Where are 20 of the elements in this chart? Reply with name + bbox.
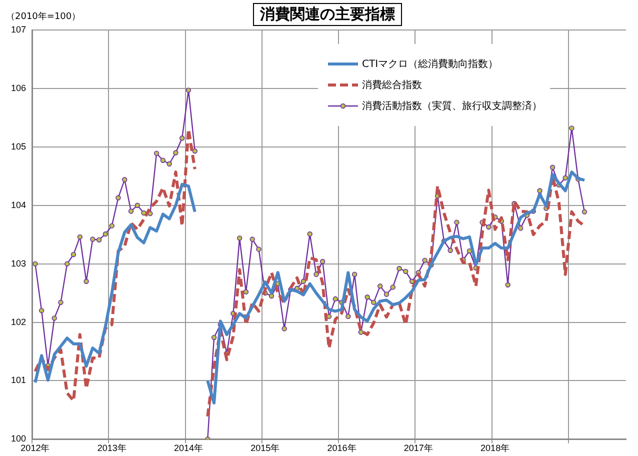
y-tick-label: 107 (10, 24, 26, 34)
y-tick-label: 106 (10, 82, 26, 93)
x-tick-label: 2016年 (327, 443, 356, 454)
legend-label: 消費活動指数（実質、旅行収支調整済） (362, 100, 542, 113)
x-tick-label: 2015年 (250, 443, 280, 454)
y-axis-title: （2010年=100） (6, 10, 81, 23)
legend-label: CTIマクロ（総消費動向指数） (362, 58, 498, 71)
x-tick-label: 2013年 (97, 443, 126, 454)
x-tick-label: 2018年 (480, 443, 510, 454)
legend-label: 消費総合指数 (362, 78, 422, 92)
x-tick-label: 2012年 (20, 443, 50, 454)
y-tick-label: 105 (10, 141, 26, 152)
chart-title: 消費関連の主要指標 (253, 3, 402, 26)
y-tick-label: 101 (10, 375, 26, 386)
x-tick-label: 2017年 (404, 443, 433, 454)
y-tick-label: 100 (10, 434, 26, 444)
y-tick-label: 104 (10, 200, 26, 210)
x-tick-label: 2014年 (174, 443, 203, 454)
y-tick-label: 103 (10, 258, 26, 268)
y-tick-label: 102 (10, 316, 26, 327)
